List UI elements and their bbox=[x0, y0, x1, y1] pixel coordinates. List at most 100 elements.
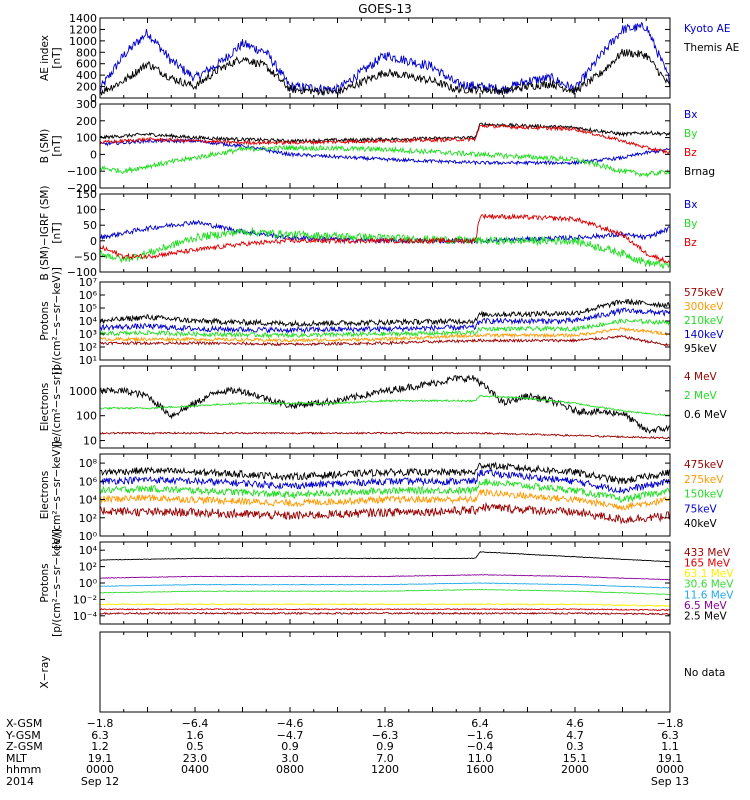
panel-1: −200 −100 0 100 200 300 B (SM) [nT] Bx By Bz Brnag bbox=[39, 98, 715, 195]
y-axis-label: [e/(cm²−s−sr−keV)] bbox=[51, 441, 63, 549]
y-tick-label: 10⁴ bbox=[79, 544, 98, 557]
orbit-value: 0000 bbox=[656, 763, 684, 776]
orbit-value: 6.3 bbox=[661, 729, 679, 742]
y-tick-label: 0 bbox=[90, 235, 97, 248]
legend-entry: 40keV bbox=[684, 518, 718, 530]
y-tick-label: 200 bbox=[76, 81, 97, 94]
series-line-4-2 bbox=[100, 431, 670, 440]
series-line-5-4 bbox=[100, 501, 670, 525]
panel-frame bbox=[99, 453, 671, 537]
panel-frame bbox=[99, 281, 671, 361]
series-line-6-0 bbox=[100, 550, 670, 563]
y-axis-label: [e/(cm²−s−sr)] bbox=[51, 367, 63, 446]
orbit-value: 4.6 bbox=[566, 717, 584, 730]
orbit-value: −0.4 bbox=[467, 740, 494, 753]
orbit-value: 15.1 bbox=[563, 752, 588, 765]
orbit-value: −4.7 bbox=[277, 729, 304, 742]
y-axis-label: Protons bbox=[39, 563, 51, 602]
orbit-value: 1.6 bbox=[186, 729, 204, 742]
orbit-value: 7.0 bbox=[376, 752, 394, 765]
y-axis-label: [nT] bbox=[51, 47, 63, 68]
orbit-row-label: 2014 bbox=[6, 775, 34, 788]
legend-entry: 11.6 MeV bbox=[684, 589, 734, 601]
y-axis-label: [p/(cm²−s−sr−keV)] bbox=[51, 267, 63, 375]
series-line-0-1 bbox=[100, 48, 670, 96]
legend-entry: 210keV bbox=[684, 315, 724, 327]
legend-entry: 433 MeV bbox=[684, 547, 731, 559]
orbit-value: 1200 bbox=[371, 763, 399, 776]
series-line-6-1 bbox=[100, 574, 670, 581]
orbit-value: Sep 12 bbox=[81, 775, 119, 788]
orbit-value: 2000 bbox=[561, 763, 589, 776]
y-tick-label: 300 bbox=[76, 98, 97, 111]
y-axis-label: [nT] bbox=[51, 222, 63, 243]
series-line-4-1 bbox=[100, 394, 670, 417]
orbit-value: 0.9 bbox=[281, 740, 299, 753]
orbit-value: 1.2 bbox=[91, 740, 109, 753]
orbit-row-label: X-GSM bbox=[6, 717, 42, 730]
panel-frame bbox=[99, 103, 671, 189]
orbit-value: 4.7 bbox=[566, 729, 584, 742]
series-line-2-1 bbox=[100, 226, 670, 269]
legend-entry: 63.1 MeV bbox=[684, 568, 734, 580]
y-axis-label: AE index bbox=[39, 35, 51, 81]
y-tick-label: 100 bbox=[76, 132, 97, 145]
orbit-value: 0000 bbox=[86, 763, 114, 776]
series-line-6-2 bbox=[100, 582, 670, 589]
series-line-1-1 bbox=[100, 137, 670, 166]
series-line-6-4 bbox=[100, 602, 670, 608]
y-tick-label: −50 bbox=[74, 250, 97, 263]
y-tick-label: 10⁰ bbox=[79, 577, 98, 590]
y-tick-label: 10⁸ bbox=[79, 457, 98, 470]
y-tick-label: 1200 bbox=[69, 23, 97, 36]
legend-entry: Kyoto AE bbox=[684, 23, 730, 35]
orbit-value: 0.5 bbox=[186, 740, 204, 753]
panel-frame bbox=[99, 631, 671, 713]
y-axis-label: X−ray bbox=[39, 656, 51, 689]
series-line-3-4 bbox=[100, 334, 670, 347]
series-line-3-2 bbox=[100, 318, 670, 339]
y-tick-label: 10² bbox=[79, 341, 97, 354]
y-tick-label: 150 bbox=[76, 188, 97, 201]
y-tick-label: 10³ bbox=[79, 328, 97, 341]
orbit-value: 23.0 bbox=[183, 752, 208, 765]
orbit-value: 6.4 bbox=[471, 717, 489, 730]
legend-entry: 475keV bbox=[684, 459, 724, 471]
y-tick-label: 10¹ bbox=[79, 354, 97, 367]
panel-4: 10 100 1000 Electrons [e/(cm²−s−sr)] 4 MeV 2 M… bbox=[39, 365, 728, 449]
orbit-value: 19.1 bbox=[88, 752, 113, 765]
y-tick-label: 1000 bbox=[69, 35, 97, 48]
series-line-5-1 bbox=[100, 468, 670, 494]
legend-entry: 6.5 MeV bbox=[684, 600, 728, 612]
orbit-table: X-GSMY-GSMZ-GSMMLThhmm2014−1.86.31.219.1… bbox=[5, 717, 689, 788]
panel-frame bbox=[99, 17, 671, 99]
series-line-2-2 bbox=[100, 213, 670, 264]
y-tick-label: 10² bbox=[79, 561, 97, 574]
panel-frame bbox=[99, 193, 671, 273]
orbit-value: 1600 bbox=[466, 763, 494, 776]
orbit-row-label: Z-GSM bbox=[6, 740, 43, 753]
y-tick-label: 200 bbox=[76, 115, 97, 128]
y-tick-label: 0 bbox=[90, 92, 97, 105]
y-tick-label: 800 bbox=[76, 46, 97, 59]
orbit-value: 0.3 bbox=[566, 740, 584, 753]
legend-entry: 2 MeV bbox=[684, 390, 718, 402]
series-line-3-0 bbox=[100, 298, 670, 328]
y-axis-label: [nT] bbox=[51, 135, 63, 156]
series-line-6-6 bbox=[100, 611, 670, 616]
legend-entry: By bbox=[684, 218, 697, 230]
legend-entry: 30.6 MeV bbox=[684, 579, 734, 591]
y-tick-label: 100 bbox=[76, 410, 97, 423]
legend-entry: Bx bbox=[684, 199, 697, 211]
y-tick-label: 10⁻² bbox=[73, 593, 97, 606]
legend-entry: 575keV bbox=[684, 287, 724, 299]
y-axis-label: Protons bbox=[39, 301, 51, 340]
y-tick-label: 1400 bbox=[69, 12, 97, 25]
orbit-value: 0800 bbox=[276, 763, 304, 776]
legend-entry: 75keV bbox=[684, 503, 718, 515]
orbit-value: Sep 13 bbox=[651, 775, 689, 788]
orbit-value: 1.1 bbox=[661, 740, 679, 753]
orbit-value: −6.3 bbox=[372, 729, 399, 742]
